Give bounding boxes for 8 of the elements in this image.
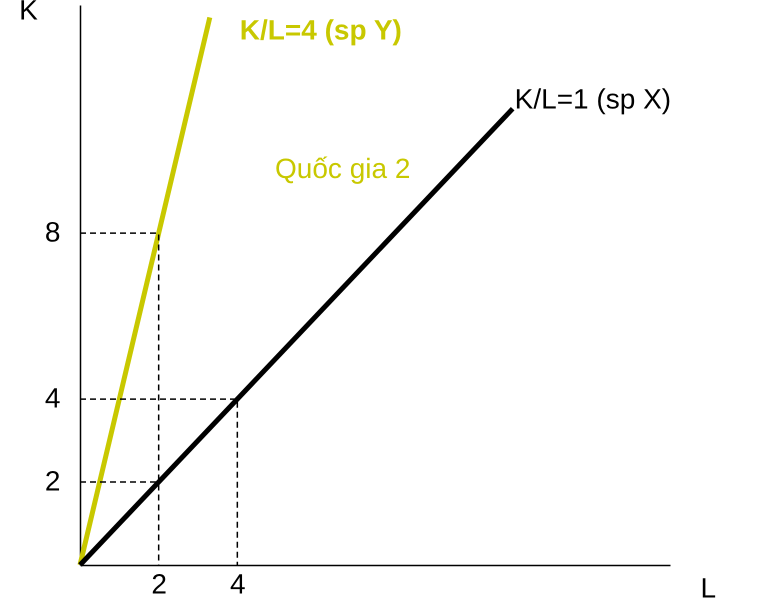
- y-tick-label: 2: [44, 466, 60, 497]
- annotation: Quốc gia 2: [275, 153, 410, 184]
- series-label: K/L=1 (sp X): [514, 84, 672, 115]
- y-axis-title: K: [19, 0, 38, 26]
- series-label: K/L=4 (sp Y): [240, 14, 402, 46]
- y-tick-label: 8: [44, 216, 60, 248]
- y-tick-label: 4: [44, 382, 60, 414]
- x-axis-title: L: [700, 572, 716, 604]
